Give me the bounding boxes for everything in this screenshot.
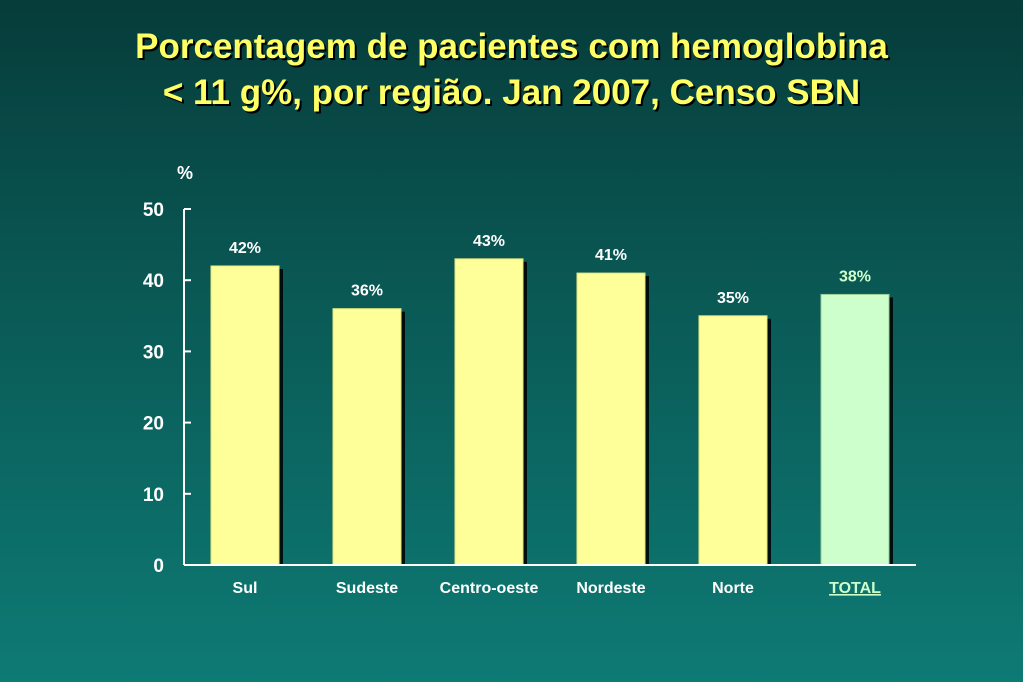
y-axis-label: % — [177, 163, 193, 183]
chart-title-line-1: Porcentagem de pacientes com hemoglobina — [135, 27, 888, 66]
x-tick-label: TOTAL — [829, 580, 881, 597]
data-label: 41% — [595, 247, 627, 264]
data-label: 35% — [717, 290, 749, 307]
x-tick-label: Centro-oeste — [440, 580, 539, 597]
bars-group: 42% 36% 43% 41% 35% 38% — [210, 233, 893, 566]
data-label: 43% — [473, 233, 505, 250]
x-tick-label: Nordeste — [576, 580, 645, 597]
x-tick-label: Sul — [233, 580, 258, 597]
data-label: 38% — [839, 268, 871, 285]
x-tick-label: Sudeste — [336, 580, 398, 597]
bar-centro-oeste — [454, 258, 524, 566]
bar-total — [820, 293, 890, 566]
y-tick-label: 20 — [143, 414, 164, 435]
axes-group: Sul Sudeste Centro-oeste Nordeste Norte TOTAL… — [143, 200, 916, 597]
chart-title: Porcentagem de pacientes com hemoglobina… — [0, 24, 1023, 116]
y-tick-label: 30 — [143, 342, 164, 363]
data-label: 42% — [229, 240, 261, 257]
bar-nordeste — [576, 272, 646, 566]
y-tick-label: 40 — [143, 271, 164, 292]
data-label: 36% — [351, 283, 383, 300]
bar-sudeste — [332, 308, 402, 566]
chart-title-line-2: < 11 g%, por região. Jan 2007, Censo SBN — [162, 73, 861, 112]
x-tick-label: Norte — [712, 580, 754, 597]
y-tick-label: 50 — [143, 200, 164, 221]
y-tick-label: 10 — [143, 485, 164, 506]
y-tick-label: 0 — [153, 556, 164, 577]
bar-sul — [210, 265, 280, 566]
bar-norte — [698, 315, 768, 566]
